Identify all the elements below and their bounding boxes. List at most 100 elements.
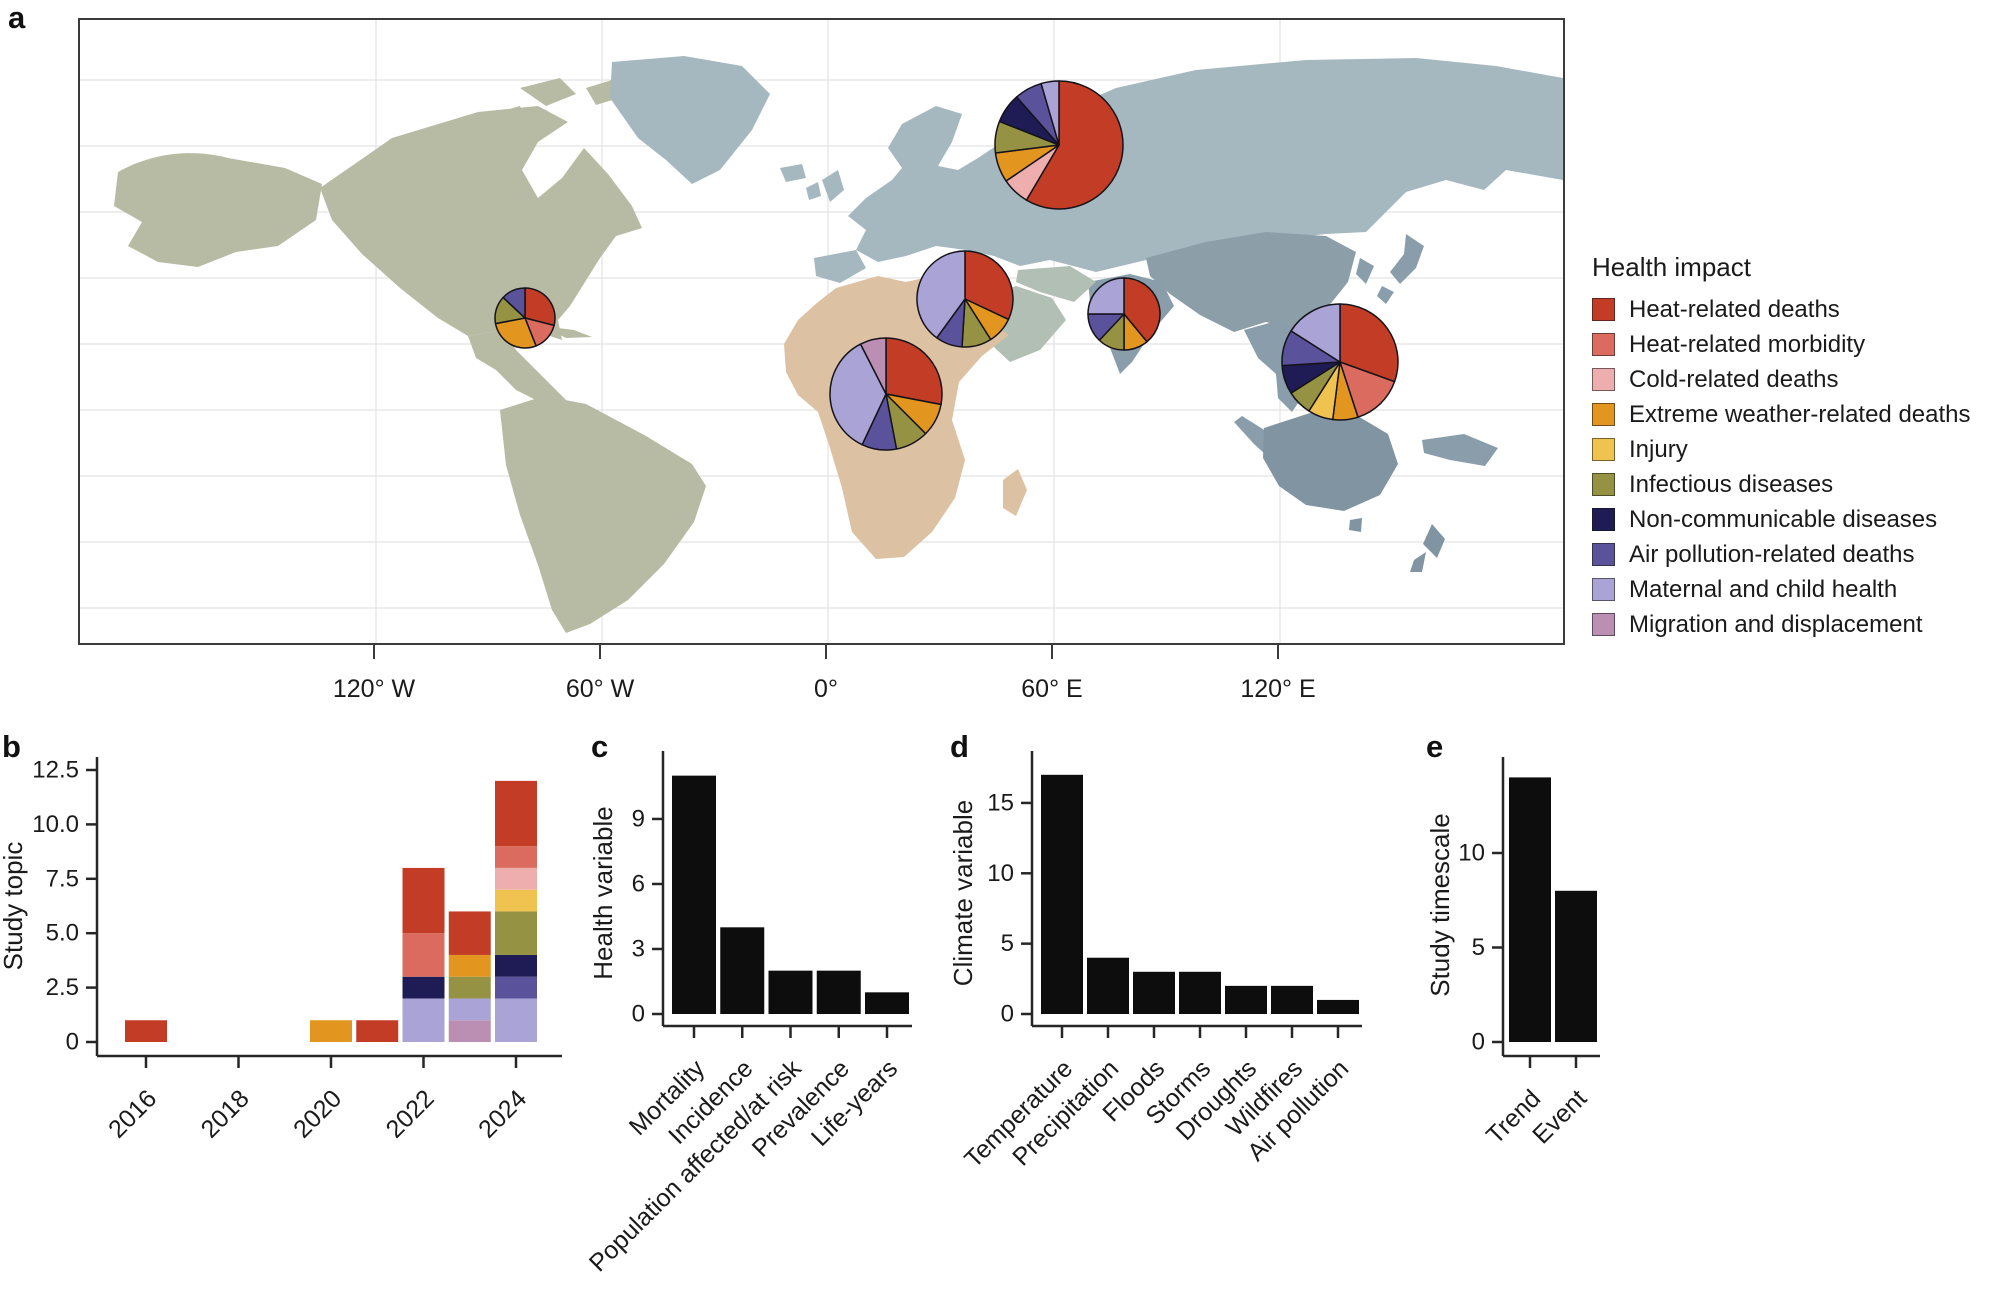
x-tick-label: Life-years xyxy=(806,1054,903,1151)
legend-item-label: Air pollution-related deaths xyxy=(1629,540,1915,568)
bar xyxy=(672,775,716,1014)
legend-swatch xyxy=(1592,438,1615,461)
x-tick-label: Precipitation xyxy=(1007,1054,1124,1171)
legend-title: Health impact xyxy=(1592,252,1751,282)
legend-item-label: Migration and displacement xyxy=(1629,610,1923,638)
stacked-bar-segment xyxy=(448,954,491,977)
legend-items: Heat-related deaths Heat-related morbidit… xyxy=(1592,295,1992,638)
x-tick-label: Mortality xyxy=(624,1054,711,1141)
legend-item: Air pollution-related deaths xyxy=(1592,540,1992,568)
panel-c-chart: 0 3 6 9 Health variable MortalityIncidencePop… xyxy=(584,751,912,1277)
legend-item-label: Heat-related deaths xyxy=(1629,295,1840,323)
x-tick-label: Incidence xyxy=(663,1054,758,1149)
map-x-tick-label: 60° W xyxy=(566,675,635,703)
stacked-bar-segment xyxy=(402,867,445,934)
stacked-bar-segment xyxy=(402,998,445,1042)
continent-eurasia xyxy=(848,58,1563,272)
legend-swatch xyxy=(1592,578,1615,601)
map-x-tick-label: 120° W xyxy=(333,675,416,703)
continent-iberia xyxy=(814,250,866,283)
continent-north-america xyxy=(320,106,642,340)
world-map-panel xyxy=(78,18,1565,645)
bar xyxy=(768,970,813,1014)
x-tick-label: 2020 xyxy=(288,1084,347,1143)
continent-central-america xyxy=(468,330,566,412)
legend-item: Non-communicable diseases xyxy=(1592,506,1992,533)
stacked-bar-segment xyxy=(310,1020,352,1042)
stacked-bar-segment xyxy=(495,954,537,977)
legend-item: Injury xyxy=(1592,436,1992,463)
bar xyxy=(720,927,765,1014)
pie-slice xyxy=(1025,80,1124,210)
x-tick-label: Event xyxy=(1527,1084,1592,1149)
continents xyxy=(114,56,1563,633)
legend-item-label: Maternal and child health xyxy=(1629,575,1898,603)
y-tick-label: 10.0 xyxy=(32,811,79,838)
map-pie-africa xyxy=(829,337,943,451)
legend-item-label: Extreme weather-related deaths xyxy=(1629,400,1971,428)
legend-item: Maternal and child health xyxy=(1592,575,1992,603)
peninsula-korea xyxy=(1356,258,1374,284)
pie-slice xyxy=(885,337,943,406)
bar xyxy=(1509,777,1551,1042)
arctic-island xyxy=(520,78,576,106)
legend-swatch xyxy=(1592,473,1615,496)
x-tick-label: 2022 xyxy=(381,1084,440,1143)
y-tick-label: 5 xyxy=(1001,930,1014,957)
island-new-zealand xyxy=(1410,552,1426,572)
y-tick-label: 3 xyxy=(632,935,645,962)
map-legend: Health impact Heat-related deaths Heat-re… xyxy=(1592,252,1992,648)
y-axis-title: Study timescale xyxy=(1425,813,1455,997)
legend-swatch xyxy=(1592,368,1615,391)
bar xyxy=(1271,985,1313,1014)
map-pie-charts xyxy=(494,80,1399,451)
legend-item: Infectious diseases xyxy=(1592,471,1992,498)
pie-slice xyxy=(494,317,537,349)
stacked-bar-segment xyxy=(402,976,445,999)
map-x-tick-label: 120° E xyxy=(1240,675,1315,703)
panel-c-label: c xyxy=(591,729,609,764)
y-tick-label: 0 xyxy=(1472,1029,1485,1056)
map-x-tick-label: 0° xyxy=(814,675,838,703)
y-tick-label: 5.0 xyxy=(46,920,79,947)
legend-item: Heat-related morbidity xyxy=(1592,331,1992,358)
bar xyxy=(1555,890,1597,1042)
y-tick-label: 5 xyxy=(1472,934,1485,961)
y-tick-label: 10 xyxy=(1458,840,1485,867)
world-map xyxy=(80,20,1563,643)
x-tick-label: 2024 xyxy=(473,1084,532,1143)
island-madagascar xyxy=(1003,469,1027,516)
stacked-bar-segment xyxy=(448,1020,491,1042)
stacked-bar-segment xyxy=(402,933,445,977)
arctic-island xyxy=(492,106,528,128)
y-tick-label: 9 xyxy=(632,805,645,832)
pie-slice xyxy=(1339,303,1399,383)
stacked-bar-segment xyxy=(495,889,537,912)
bar xyxy=(1041,774,1083,1014)
map-pie-middle-east xyxy=(916,250,1014,348)
map-pie-south-asia xyxy=(1087,277,1161,351)
continent-greenland xyxy=(610,56,770,184)
map-x-axis: 120° W 60° W 0° 60° E 120° E xyxy=(333,645,1316,703)
island-new-zealand xyxy=(1423,524,1445,558)
pie-slice xyxy=(859,337,887,395)
bar xyxy=(1225,985,1267,1014)
y-tick-label: 10 xyxy=(987,860,1014,887)
continent-alaska xyxy=(114,153,322,267)
islands-japan xyxy=(1377,286,1394,304)
stacked-bar-segment xyxy=(125,1020,167,1042)
island-tasmania xyxy=(1349,518,1362,532)
pie-slice xyxy=(1087,277,1125,315)
y-tick-label: 2.5 xyxy=(46,974,79,1001)
x-tick-label: 2018 xyxy=(196,1084,255,1143)
panel-e-label: e xyxy=(1426,729,1444,764)
island-britain xyxy=(822,170,844,202)
x-tick-label: Storms xyxy=(1140,1054,1216,1130)
legend-swatch xyxy=(1592,543,1615,566)
pie-slice xyxy=(1123,277,1161,343)
bar xyxy=(1179,971,1221,1014)
y-axis-title: Health variable xyxy=(588,806,618,979)
pie-slice xyxy=(502,287,526,319)
